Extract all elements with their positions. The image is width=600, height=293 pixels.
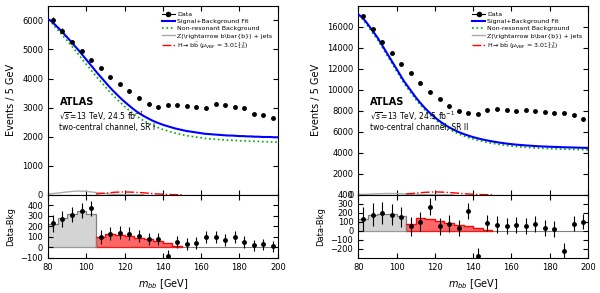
X-axis label: $m_{bb}$ [GeV]: $m_{bb}$ [GeV]: [137, 277, 188, 291]
Y-axis label: Data-Bkg: Data-Bkg: [316, 207, 325, 246]
Legend: Data, Signal+Background Fit, Non-resonant Background, Z(\rightarrow b\bar{b}) + : Data, Signal+Background Fit, Non-resonan…: [470, 9, 585, 54]
Y-axis label: Data-Bkg: Data-Bkg: [6, 207, 15, 246]
Text: $\sqrt{s}$=13 TeV, 24.5 fb$^{-1}$: $\sqrt{s}$=13 TeV, 24.5 fb$^{-1}$: [370, 110, 455, 123]
Text: two-central channel, SR I: two-central channel, SR I: [59, 123, 155, 132]
Text: two-central channel, SR II: two-central channel, SR II: [370, 123, 468, 132]
Y-axis label: Events / 5 GeV: Events / 5 GeV: [311, 64, 322, 137]
Text: ATLAS: ATLAS: [370, 97, 404, 107]
Y-axis label: Events / 5 GeV: Events / 5 GeV: [7, 64, 16, 137]
Text: $\sqrt{s}$=13 TeV, 24.5 fb$^{-1}$: $\sqrt{s}$=13 TeV, 24.5 fb$^{-1}$: [59, 110, 145, 123]
X-axis label: $m_{bb}$ [GeV]: $m_{bb}$ [GeV]: [448, 277, 499, 291]
Legend: Data, Signal+Background Fit, Non-resonant Background, Z(\rightarrow b\bar{b}) + : Data, Signal+Background Fit, Non-resonan…: [160, 9, 275, 54]
Text: ATLAS: ATLAS: [59, 97, 94, 107]
